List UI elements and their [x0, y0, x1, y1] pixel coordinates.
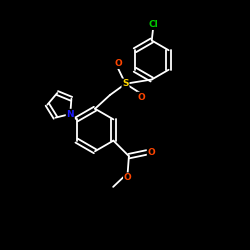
Text: S: S	[122, 79, 129, 88]
Text: O: O	[148, 148, 155, 157]
Text: O: O	[124, 173, 132, 182]
Text: N: N	[66, 110, 74, 118]
Text: Cl: Cl	[148, 20, 158, 29]
Text: O: O	[138, 92, 145, 102]
Text: O: O	[114, 59, 122, 68]
